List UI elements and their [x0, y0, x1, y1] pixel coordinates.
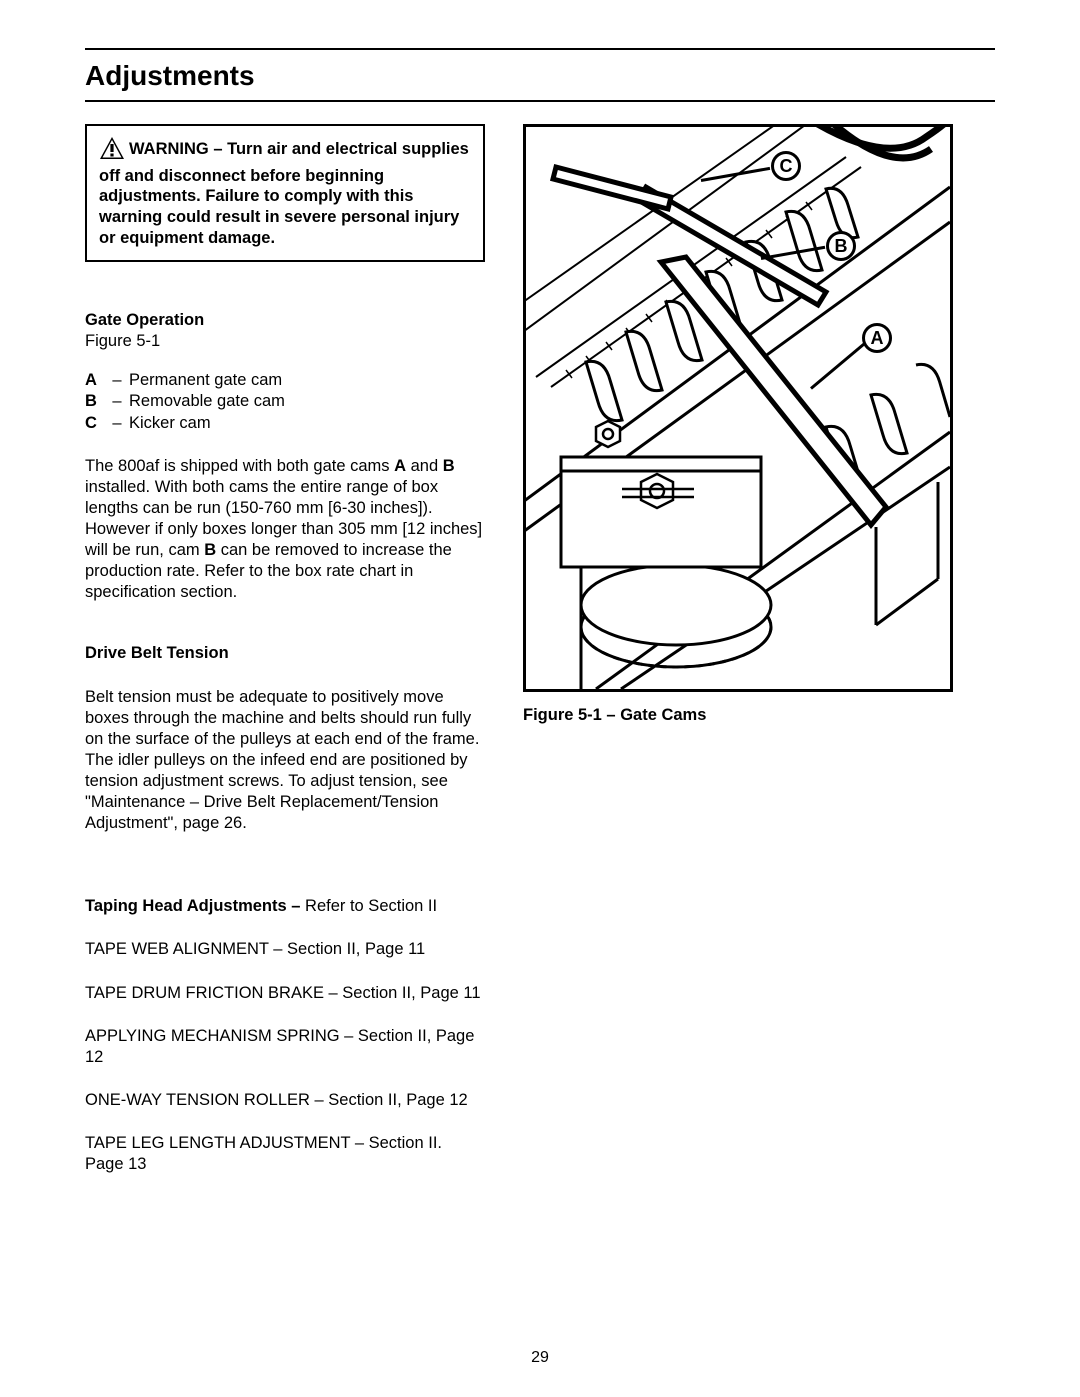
text-run: and [406, 457, 443, 475]
callout-b: B [826, 231, 856, 261]
def-row: C – Kicker cam [85, 413, 485, 434]
callout-c-label: C [780, 156, 793, 177]
def-key: C [85, 413, 105, 434]
taping-head-heading-rest: Refer to Section II [305, 897, 437, 915]
def-val: Permanent gate cam [129, 370, 485, 391]
figure-svg [526, 127, 950, 689]
page-number: 29 [0, 1349, 1080, 1367]
warning-icon [99, 136, 125, 166]
def-dash: – [105, 370, 129, 391]
bold-a: A [394, 457, 406, 475]
callout-c: C [771, 151, 801, 181]
taping-item: TAPE LEG LENGTH ADJUSTMENT – Section II.… [85, 1133, 485, 1175]
gate-operation-paragraph: The 800af is shipped with both gate cams… [85, 456, 485, 604]
callout-b-label: B [835, 236, 848, 257]
def-dash: – [105, 413, 129, 434]
taping-item: TAPE DRUM FRICTION BRAKE – Section II, P… [85, 983, 485, 1004]
left-column: WARNING – Turn air and electrical suppli… [85, 124, 485, 1197]
bold-b2: B [204, 541, 216, 559]
rule-top [85, 48, 995, 50]
warning-text: WARNING – Turn air and electrical suppli… [99, 140, 469, 247]
drive-belt-paragraph: Belt tension must be adequate to positiv… [85, 687, 485, 835]
rule-bottom [85, 100, 995, 102]
gate-operation-figure-ref: Figure 5-1 [85, 331, 485, 352]
bold-b: B [443, 457, 455, 475]
def-key: A [85, 370, 105, 391]
taping-head-heading: Taping Head Adjustments – Refer to Secti… [85, 896, 485, 917]
taping-item: ONE-WAY TENSION ROLLER – Section II, Pag… [85, 1090, 485, 1111]
taping-item: TAPE WEB ALIGNMENT – Section II, Page 11 [85, 939, 485, 960]
warning-box: WARNING – Turn air and electrical suppli… [85, 124, 485, 262]
taping-head-heading-bold: Taping Head Adjustments – [85, 897, 305, 915]
columns: WARNING – Turn air and electrical suppli… [85, 124, 995, 1197]
gate-operation-heading-block: Gate Operation Figure 5-1 [85, 310, 485, 352]
page: Adjustments WARNING – Turn air and elect… [0, 0, 1080, 1397]
taping-item: APPLYING MECHANISM SPRING – Section II, … [85, 1026, 485, 1068]
drive-belt-heading: Drive Belt Tension [85, 643, 485, 664]
gate-definitions: A – Permanent gate cam B – Removable gat… [85, 370, 485, 433]
callout-a: A [862, 323, 892, 353]
def-val: Kicker cam [129, 413, 485, 434]
callout-a-label: A [871, 328, 884, 349]
figure-caption: Figure 5-1 – Gate Cams [523, 706, 706, 725]
def-row: B – Removable gate cam [85, 391, 485, 412]
figure-gate-cams: C B A [523, 124, 953, 692]
gate-operation-heading: Gate Operation [85, 310, 485, 331]
right-column: C B A Figure 5-1 – Gate Cams [523, 124, 995, 1197]
def-key: B [85, 391, 105, 412]
def-val: Removable gate cam [129, 391, 485, 412]
text-run: The 800af is shipped with both gate cams [85, 457, 394, 475]
def-row: A – Permanent gate cam [85, 370, 485, 391]
def-dash: – [105, 391, 129, 412]
section-title: Adjustments [85, 60, 995, 92]
